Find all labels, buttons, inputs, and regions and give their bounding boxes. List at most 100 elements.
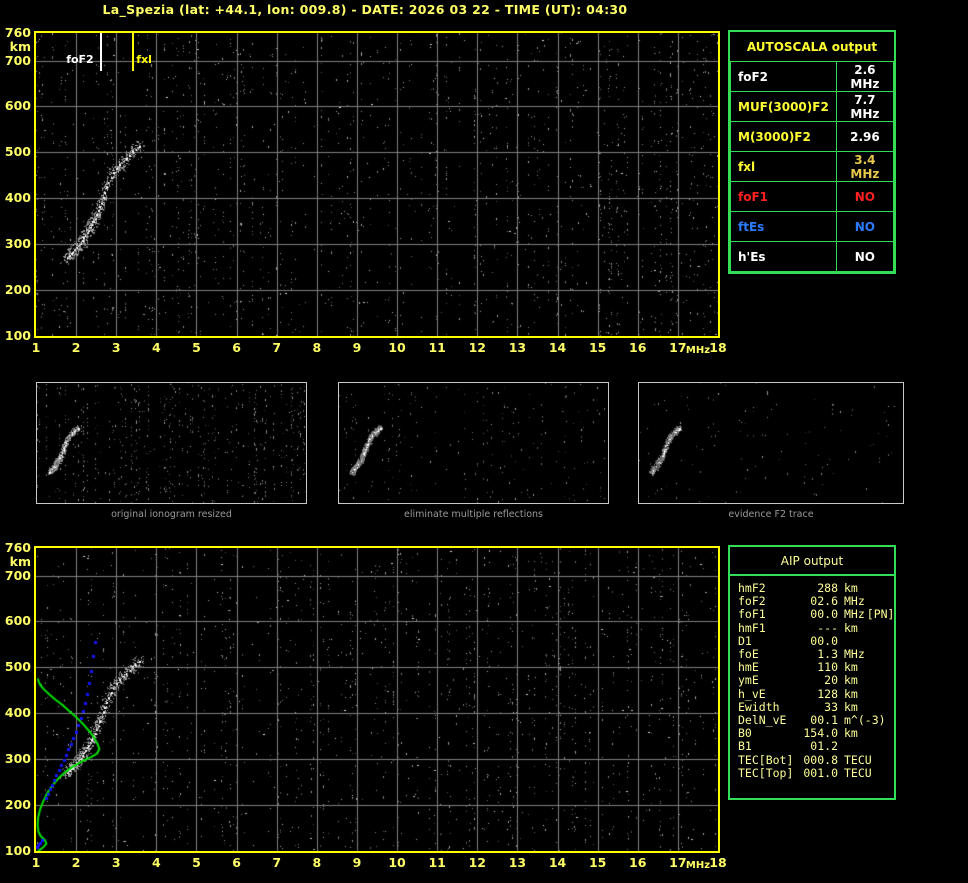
aip-unit: MHz <box>844 647 865 662</box>
y-tick-label: 760 <box>4 540 31 555</box>
aip-key: Ewidth <box>738 699 780 714</box>
x-tick-label: 16 <box>629 340 647 355</box>
x-tick-label: 7 <box>272 855 282 870</box>
autoscala-value: 7.7 MHz <box>835 91 895 122</box>
bottom-plot-x-axis: 1 2 3 4 5 6 7 8 9 10 11 12 13 14 15 16 17 18 MHz <box>32 855 727 873</box>
aip-unit: m^(-3) <box>844 713 886 728</box>
aip-row-hve: h_vE 128 km <box>738 686 894 701</box>
y-tick-label: 600 <box>4 98 31 114</box>
x-tick-label: 14 <box>548 340 567 355</box>
autoscala-title: AUTOSCALA output <box>746 39 878 54</box>
x-tick-label: 3 <box>111 855 121 870</box>
x-tick-label: 2 <box>71 855 81 870</box>
aip-key: foF1 <box>738 607 766 622</box>
marker-line-foF2 <box>100 33 103 71</box>
aip-key: TEC[Bot] <box>738 752 794 767</box>
aip-key: DelN_vE <box>738 713 787 728</box>
autoscala-label: ftEs <box>730 211 837 242</box>
x-tick-label: 4 <box>151 855 161 870</box>
y-tick-label: 700 <box>4 567 31 583</box>
aip-value: 00.0 <box>810 633 838 648</box>
autoscala-title-row: AUTOSCALA output <box>731 32 894 62</box>
marker-label-fxl: fxl <box>136 53 152 66</box>
x-tick-label: 18 <box>709 340 727 355</box>
aip-unit: km <box>844 620 858 635</box>
autoscala-label: M(3000)F2 <box>730 121 837 152</box>
thumbnail-evidence-f2-trace[interactable] <box>638 382 904 504</box>
y-tick-label: 500 <box>4 144 31 160</box>
aip-output-panel: AIP output hmF2 288 km foF2 02.6 MHz foF1 00.0 M… <box>728 545 896 800</box>
aip-row-fof1: foF1 00.0 MHz [PN] <box>738 608 894 621</box>
x-tick-label: 5 <box>192 340 201 355</box>
aip-row-yme: ymE 20 km <box>738 674 894 687</box>
y-tick-label: 760 <box>4 25 31 40</box>
aip-unit <box>844 740 892 753</box>
aip-unit: MHz <box>844 607 865 622</box>
x-tick-label: 17 <box>669 340 687 355</box>
x-tick-label: 10 <box>388 855 406 870</box>
y-tick-label: 600 <box>4 613 31 629</box>
aip-unit: km <box>844 581 858 595</box>
aip-key: foF2 <box>738 594 766 609</box>
x-axis-unit: MHz <box>685 345 711 356</box>
aip-row-b0: B0 154.0 km <box>738 727 894 740</box>
aip-key: ymE <box>738 673 759 688</box>
aip-extra: [PN] <box>866 607 895 622</box>
aip-key: foE <box>738 647 759 662</box>
x-tick-label: 1 <box>31 340 41 355</box>
aip-value: 33 <box>824 699 838 714</box>
thumbnail-original-ionogram-resized[interactable] <box>36 382 307 504</box>
aip-unit: TECU <box>844 752 872 767</box>
aip-key: h_vE <box>738 686 766 701</box>
autoscala-label: fxl <box>730 151 837 182</box>
y-tick-label: 100 <box>4 328 31 343</box>
autoscala-row-ftes: ftEs NO <box>730 211 895 242</box>
aip-key: hmF2 <box>738 581 766 595</box>
y-tick-label: 700 <box>4 52 31 68</box>
bottom-ionogram-canvas[interactable] <box>36 548 718 851</box>
x-tick-label: 13 <box>508 340 527 355</box>
x-tick-label: 3 <box>111 340 121 355</box>
y-tick-label: 200 <box>4 282 31 298</box>
aip-key: TEC[Top] <box>738 765 794 780</box>
aip-value: --- <box>817 620 838 635</box>
autoscala-label: foF1 <box>730 181 837 212</box>
aip-rows: hmF2 288 km foF2 02.6 MHz foF1 00.0 MHz [PN] hmF1-… <box>730 576 894 780</box>
y-tick-label: 400 <box>4 190 31 206</box>
main-plot-x-axis: 1 2 3 4 5 6 7 8 9 10 11 12 13 14 15 16 17 18 MHz <box>32 340 727 358</box>
main-ionogram-canvas[interactable] <box>36 33 718 336</box>
y-tick-label: 100 <box>4 843 31 858</box>
aip-extra <box>892 727 894 740</box>
aip-value: 00.1 <box>810 713 838 728</box>
x-tick-label: 15 <box>588 855 607 870</box>
aip-row-hme: hmE 110 km <box>738 661 894 674</box>
autoscala-row-muf3000f2: MUF(3000)F2 7.7 MHz <box>730 91 895 122</box>
aip-extra <box>892 740 894 753</box>
autoscala-table: AUTOSCALA output foF2 2.6 MHz MUF(3000)F2 7… <box>730 32 895 272</box>
aip-value: 001.0 <box>803 765 838 780</box>
y-tick-label: 400 <box>4 705 31 721</box>
thumbnail-eliminate-multiple-reflections[interactable] <box>338 382 609 504</box>
aip-row-ewidth: Ewidth 33 km <box>738 699 894 714</box>
main-ionogram-panel: foF2 fxl <box>34 31 720 338</box>
thumbnail-caption-2: evidence F2 trace <box>728 509 814 520</box>
autoscala-value: 2.6 MHz <box>835 61 895 92</box>
x-tick-label: 6 <box>232 340 241 355</box>
x-tick-label: 8 <box>312 340 322 355</box>
aip-value: 000.8 <box>803 752 838 767</box>
autoscala-value: NO <box>835 211 895 242</box>
aip-unit: km <box>844 660 858 675</box>
aip-extra <box>892 622 894 635</box>
aip-extra <box>892 661 894 674</box>
aip-extra <box>892 635 894 648</box>
aip-value: 154.0 <box>803 726 838 741</box>
x-tick-label: 15 <box>588 340 607 355</box>
y-tick-label: 200 <box>4 797 31 813</box>
x-tick-label: 5 <box>192 855 201 870</box>
aip-extra <box>892 648 894 661</box>
aip-row-foe: foE 1.3 MHz <box>738 647 894 662</box>
x-tick-label: 18 <box>709 855 727 870</box>
x-tick-label: 6 <box>232 855 241 870</box>
aip-key: B0 <box>738 726 752 741</box>
page-title: La_Spezia (lat: +44.1, lon: 009.8) - DAT… <box>102 2 628 17</box>
